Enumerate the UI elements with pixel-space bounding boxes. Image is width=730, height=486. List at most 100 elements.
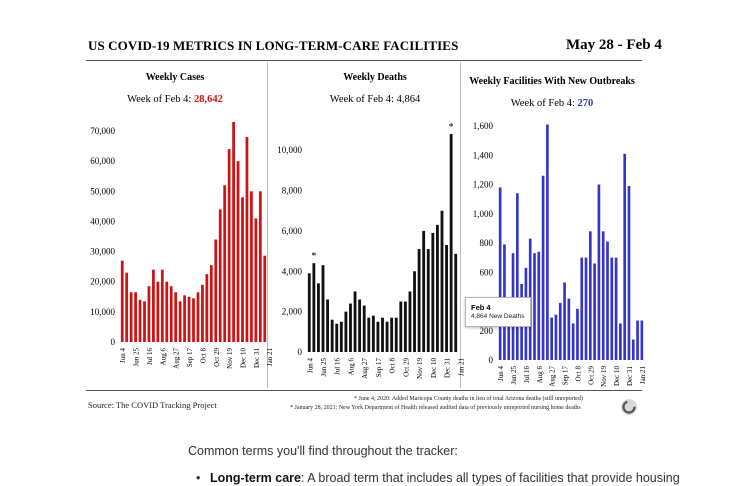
bar-cases (160, 269, 164, 342)
x-tick-label: Oct 8 (199, 348, 207, 364)
bar-cases (165, 281, 169, 342)
y-tick-label: 30,000 (90, 247, 115, 257)
x-tick-label: Jun 4 (119, 348, 127, 363)
bar-cases (129, 292, 133, 342)
bar-deaths (317, 283, 320, 352)
bar-cases (196, 292, 200, 342)
x-tick-label: Aug 6 (159, 348, 167, 366)
bar-outbreaks (576, 308, 579, 360)
y-tick-label: 10,000 (277, 145, 302, 155)
bar-deaths (335, 323, 339, 352)
bar-outbreaks (563, 282, 566, 360)
x-tick-label: Jun 25 (320, 358, 328, 377)
bar-cases (263, 255, 267, 342)
bar-outbreaks (601, 231, 605, 360)
bar-cases (258, 191, 262, 342)
bar-cases (134, 292, 137, 342)
bar-cases (214, 239, 218, 342)
bar-deaths (403, 301, 407, 352)
bar-outbreaks (584, 257, 588, 361)
footnote-new-york: * January 28, 2021: New York Department … (290, 405, 581, 411)
bar-cases (209, 265, 213, 342)
x-tick-label: Oct 29 (213, 348, 221, 367)
bar-deaths (454, 253, 458, 352)
bar-deaths (440, 210, 444, 352)
bar-outbreaks (554, 314, 558, 360)
bar-deaths (399, 301, 403, 352)
bar-cases (232, 121, 235, 343)
chart-title-cases: Weekly Cases (146, 72, 205, 83)
bar-outbreaks (627, 185, 631, 360)
x-tick-label: Jun 4 (497, 366, 505, 381)
bar-deaths (358, 299, 362, 352)
panel-divider (460, 62, 461, 388)
bar-cases (183, 295, 186, 342)
bar-deaths (449, 134, 453, 352)
bar-outbreaks (640, 320, 644, 360)
x-tick-label: Dec 31 (626, 366, 634, 387)
bar-outbreaks (636, 320, 639, 360)
bar-cases (156, 281, 160, 342)
bar-cases (169, 286, 173, 342)
bar-deaths (367, 317, 371, 352)
bar-cases (187, 296, 191, 342)
bar-cases (241, 197, 244, 342)
bar-deaths (385, 321, 389, 352)
bar-deaths (390, 317, 394, 352)
footnote-maricopa: * June 4, 2020: Added Maricopa County de… (354, 396, 583, 402)
bar-deaths (408, 291, 412, 352)
bar-outbreaks (597, 184, 601, 360)
x-tick-label: Dec 31 (444, 358, 452, 379)
x-tick-label: Aug 27 (549, 366, 557, 387)
header-rule (86, 60, 642, 61)
x-tick-label: Jan 21 (457, 358, 465, 377)
y-tick-label: 1,000 (473, 209, 494, 219)
page-title: US COVID-19 METRICS IN LONG-TERM-CARE FA… (88, 38, 459, 53)
bar-cases (227, 149, 231, 342)
bar-deaths (417, 249, 421, 352)
x-tick-label: Dec 31 (253, 348, 261, 369)
chart-title-deaths: Weekly Deaths (343, 72, 407, 83)
bar-cases (147, 286, 151, 342)
x-tick-label: Sep 17 (186, 348, 194, 368)
bar-cases (192, 298, 195, 342)
x-tick-label: Oct 29 (402, 358, 410, 377)
subtitle-value: 270 (578, 98, 594, 109)
bar-outbreaks (588, 231, 592, 360)
y-tick-label: 50,000 (90, 186, 115, 196)
bar-cases (120, 260, 124, 343)
y-tick-label: 1,200 (473, 180, 494, 190)
x-tick-label: Aug 27 (361, 358, 369, 379)
bar-outbreaks (593, 263, 596, 360)
bar-deaths (321, 265, 325, 352)
bar-outbreaks (580, 257, 584, 361)
chart-title-outbreaks: Weekly Facilities With New Outbreaks (469, 76, 635, 87)
y-tick-label: 0 (111, 337, 116, 347)
y-tick-label: 60,000 (90, 156, 115, 166)
x-tick-label: Nov 19 (416, 358, 424, 379)
x-tick-label: Aug 6 (536, 366, 544, 384)
bar-outbreaks (623, 153, 627, 360)
bar-cases (152, 269, 155, 342)
bar-deaths (312, 263, 316, 352)
x-tick-label: Jul 16 (334, 358, 342, 375)
subtitle-label: Week of Feb 4: (511, 98, 578, 109)
bar-cases (250, 191, 253, 342)
asterisk-marker: * (311, 251, 316, 262)
bar-deaths (339, 321, 343, 352)
y-tick-label: 200 (480, 326, 494, 336)
chart-subtitle-outbreaks: Week of Feb 4: 270 (511, 98, 594, 109)
bar-cases (218, 209, 222, 342)
bar-outbreaks (614, 257, 618, 361)
bar-cases (143, 301, 146, 342)
term-definition: : A broad term that includes all types o… (301, 471, 680, 485)
chart-tooltip: Feb 4 4,864 New Deaths (465, 297, 531, 327)
terms-list-item: • Long-term care: A broad term that inclu… (196, 471, 680, 485)
asterisk-marker: * (449, 122, 454, 133)
bar-deaths (371, 315, 375, 352)
x-tick-label: Nov 19 (226, 348, 234, 369)
y-tick-label: 800 (480, 238, 494, 248)
terms-intro: Common terms you'll find throughout the … (188, 444, 458, 458)
bar-deaths (362, 305, 366, 352)
bar-outbreaks (631, 339, 635, 360)
